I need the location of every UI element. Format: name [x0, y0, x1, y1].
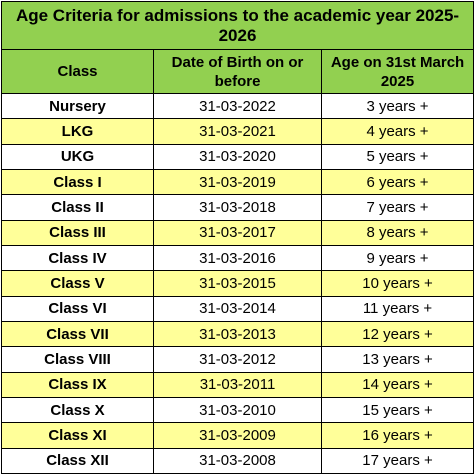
- table-row: Class V 31-03-2015 10 years +: [1, 270, 474, 297]
- table-row: UKG 31-03-2020 5 years +: [1, 143, 474, 170]
- dob-cell: 31-03-2013: [153, 320, 322, 348]
- dob-cell: 31-03-2008: [153, 447, 322, 475]
- age-cell: 3 years +: [320, 92, 474, 120]
- column-header-class: Class: [1, 49, 154, 94]
- header-row: Class Date of Birth on or before Age on …: [1, 49, 474, 94]
- class-cell: Class V: [1, 270, 154, 297]
- age-cell: 11 years +: [320, 295, 474, 322]
- age-cell: 15 years +: [320, 396, 474, 424]
- class-cell: Class VI: [1, 295, 154, 322]
- age-cell: 8 years +: [320, 219, 474, 246]
- class-cell: Class VII: [1, 320, 154, 348]
- dob-cell: 31-03-2015: [153, 270, 322, 297]
- table-row: Class X 31-03-2010 15 years +: [1, 396, 474, 424]
- table-row: Nursery 31-03-2022 3 years +: [1, 92, 474, 120]
- age-cell: 12 years +: [320, 320, 474, 348]
- table-row: Class I 31-03-2019 6 years +: [1, 168, 474, 196]
- title-row: Age Criteria for admissions to the acade…: [0, 1, 474, 50]
- dob-cell: 31-03-2018: [153, 194, 322, 221]
- age-cell: 6 years +: [320, 168, 474, 196]
- age-cell: 4 years +: [320, 118, 474, 145]
- dob-cell: 31-03-2022: [153, 92, 322, 120]
- class-cell: Class X: [1, 396, 154, 424]
- age-cell: 13 years +: [320, 346, 474, 373]
- table-title: Age Criteria for admissions to the acade…: [0, 1, 474, 50]
- table-row: Class IV 31-03-2016 9 years +: [1, 244, 474, 272]
- dob-cell: 31-03-2016: [153, 244, 322, 272]
- table-row: Class XI 31-03-2009 16 years +: [1, 422, 474, 449]
- age-cell: 16 years +: [320, 422, 474, 449]
- dob-cell: 31-03-2009: [153, 422, 322, 449]
- table-body: Nursery 31-03-2022 3 years + LKG 31-03-2021 4…: [1, 92, 474, 475]
- class-cell: Class III: [1, 219, 154, 246]
- class-cell: Class IV: [1, 244, 154, 272]
- dob-cell: 31-03-2020: [153, 143, 322, 170]
- dob-cell: 31-03-2011: [153, 371, 322, 398]
- table-row: Class XII 31-03-2008 17 years +: [1, 447, 474, 475]
- age-cell: 17 years +: [320, 447, 474, 475]
- dob-cell: 31-03-2014: [153, 295, 322, 322]
- table-row: Class II 31-03-2018 7 years +: [1, 194, 474, 221]
- class-cell: Class IX: [1, 371, 154, 398]
- age-cell: 10 years +: [320, 270, 474, 297]
- class-cell: Nursery: [1, 92, 154, 120]
- age-cell: 5 years +: [320, 143, 474, 170]
- dob-cell: 31-03-2021: [153, 118, 322, 145]
- class-cell: LKG: [1, 118, 154, 145]
- dob-cell: 31-03-2012: [153, 346, 322, 373]
- table-row: Class VIII 31-03-2012 13 years +: [1, 346, 474, 373]
- age-cell: 14 years +: [320, 371, 474, 398]
- class-cell: Class XI: [1, 422, 154, 449]
- class-cell: Class VIII: [1, 346, 154, 373]
- column-header-dob: Date of Birth on or before: [153, 49, 322, 94]
- dob-cell: 31-03-2019: [153, 168, 322, 196]
- table-row: Class VI 31-03-2014 11 years +: [1, 295, 474, 322]
- table-row: Class III 31-03-2017 8 years +: [1, 219, 474, 246]
- table-row: Class VII 31-03-2013 12 years +: [1, 320, 474, 348]
- class-cell: UKG: [1, 143, 154, 170]
- table-row: LKG 31-03-2021 4 years +: [1, 118, 474, 145]
- class-cell: Class II: [1, 194, 154, 221]
- class-cell: Class I: [1, 168, 154, 196]
- column-header-age: Age on 31st March 2025: [320, 49, 474, 94]
- age-cell: 7 years +: [320, 194, 474, 221]
- age-cell: 9 years +: [320, 244, 474, 272]
- dob-cell: 31-03-2010: [153, 396, 322, 424]
- dob-cell: 31-03-2017: [153, 219, 322, 246]
- class-cell: Class XII: [1, 447, 154, 475]
- table-row: Class IX 31-03-2011 14 years +: [1, 371, 474, 398]
